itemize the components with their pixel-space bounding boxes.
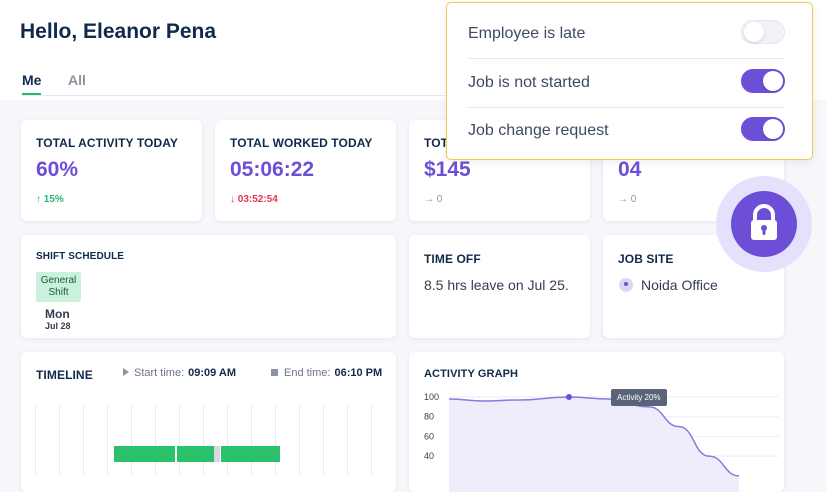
timeline-start: Start time: 09:09 AM xyxy=(123,367,236,379)
notif-label: Job change request xyxy=(468,122,609,139)
toggle-knob xyxy=(744,22,764,42)
toggle-knob xyxy=(763,71,783,91)
notif-label: Job is not started xyxy=(468,74,590,91)
notif-row-employee-late: Employee is late xyxy=(468,11,785,59)
stat-card-total-activity: TOTAL ACTIVITY TODAY 60% ↑ 15% xyxy=(21,120,202,221)
y-tick-label: 100 xyxy=(424,392,439,402)
notif-label: Employee is late xyxy=(468,25,586,42)
timeline-end: End time: 06:10 PM xyxy=(271,367,382,379)
stat-value: $145 xyxy=(424,158,471,181)
time-off-card: TIME OFF 8.5 hrs leave on Jul 25. xyxy=(409,235,590,338)
y-tick-label: 40 xyxy=(424,451,434,461)
toggle-job-not-started[interactable] xyxy=(741,69,785,93)
time-off-text: 8.5 hrs leave on Jul 25. xyxy=(424,277,569,293)
activity-point xyxy=(566,394,572,400)
time-off-title: TIME OFF xyxy=(424,252,481,266)
shift-chip[interactable]: General Shift xyxy=(36,272,81,302)
shift-schedule-card: SHIFT SCHEDULE General Shift Mon Jul 28 xyxy=(21,235,396,338)
notif-row-job-not-started: Job is not started xyxy=(468,60,785,108)
timeline-active-segment[interactable] xyxy=(177,446,214,462)
toggle-job-change-request[interactable] xyxy=(741,117,785,141)
start-time-value: 09:09 AM xyxy=(188,367,237,379)
timeline-active-segment[interactable] xyxy=(221,446,280,462)
tab-all[interactable]: All xyxy=(68,72,86,88)
timeline-grid xyxy=(35,404,395,474)
timeline-title: TIMELINE xyxy=(36,368,93,382)
shift-chip-line1: General xyxy=(40,275,77,286)
play-icon xyxy=(123,368,129,376)
lock-icon xyxy=(731,191,797,257)
stat-delta: ↓ 03:52:54 xyxy=(230,194,278,205)
stat-value: 60% xyxy=(36,158,79,181)
job-site-location: Noida Office xyxy=(641,277,718,293)
stat-value: 05:06:22 xyxy=(230,158,315,181)
activity-graph-card: ACTIVITY GRAPH 100 80 60 40 xyxy=(409,352,784,492)
activity-line xyxy=(448,396,740,477)
lock-badge xyxy=(716,176,812,272)
activity-chart: 100 80 60 40 xyxy=(424,392,779,492)
activity-graph-title: ACTIVITY GRAPH xyxy=(424,368,519,380)
toggle-knob xyxy=(763,119,783,139)
timeline-active-segment[interactable] xyxy=(114,446,175,462)
timeline-idle-segment[interactable] xyxy=(214,446,220,462)
y-tick-label: 60 xyxy=(424,431,434,441)
stat-title: TOT xyxy=(424,136,449,150)
activity-tooltip: Activity 20% xyxy=(611,389,667,406)
end-time-label: End time: xyxy=(284,367,331,379)
view-tabs: Me All xyxy=(22,72,452,96)
start-time-label: Start time: xyxy=(134,367,185,379)
stat-card-total-worked: TOTAL WORKED TODAY 05:06:22 ↓ 03:52:54 xyxy=(215,120,396,221)
y-tick-label: 80 xyxy=(424,412,434,422)
shift-day: Mon xyxy=(45,307,70,321)
timeline-card: TIMELINE Start time: 09:09 AM End time: 06… xyxy=(21,352,396,492)
location-pin-icon xyxy=(619,278,633,292)
shift-date: Jul 28 xyxy=(45,321,71,331)
stat-title: TOTAL WORKED TODAY xyxy=(230,136,373,150)
stat-title: TOTAL ACTIVITY TODAY xyxy=(36,136,179,150)
stop-icon xyxy=(271,369,278,376)
notification-settings-panel: Employee is late Job is not started Job … xyxy=(446,2,813,160)
shift-chip-line2: Shift xyxy=(48,287,69,298)
job-site-title: JOB SITE xyxy=(618,252,674,266)
toggle-employee-late[interactable] xyxy=(741,20,785,44)
shift-schedule-title: SHIFT SCHEDULE xyxy=(36,251,125,262)
greeting-title: Hello, Eleanor Pena xyxy=(20,20,217,43)
end-time-value: 06:10 PM xyxy=(334,367,383,379)
notif-row-job-change-request: Job change request xyxy=(468,108,785,156)
stat-delta: → 0 xyxy=(424,194,443,205)
stat-delta: → 0 xyxy=(618,194,637,205)
stat-value: 04 xyxy=(618,158,642,181)
tab-me[interactable]: Me xyxy=(22,72,42,95)
stat-delta: ↑ 15% xyxy=(36,194,64,205)
